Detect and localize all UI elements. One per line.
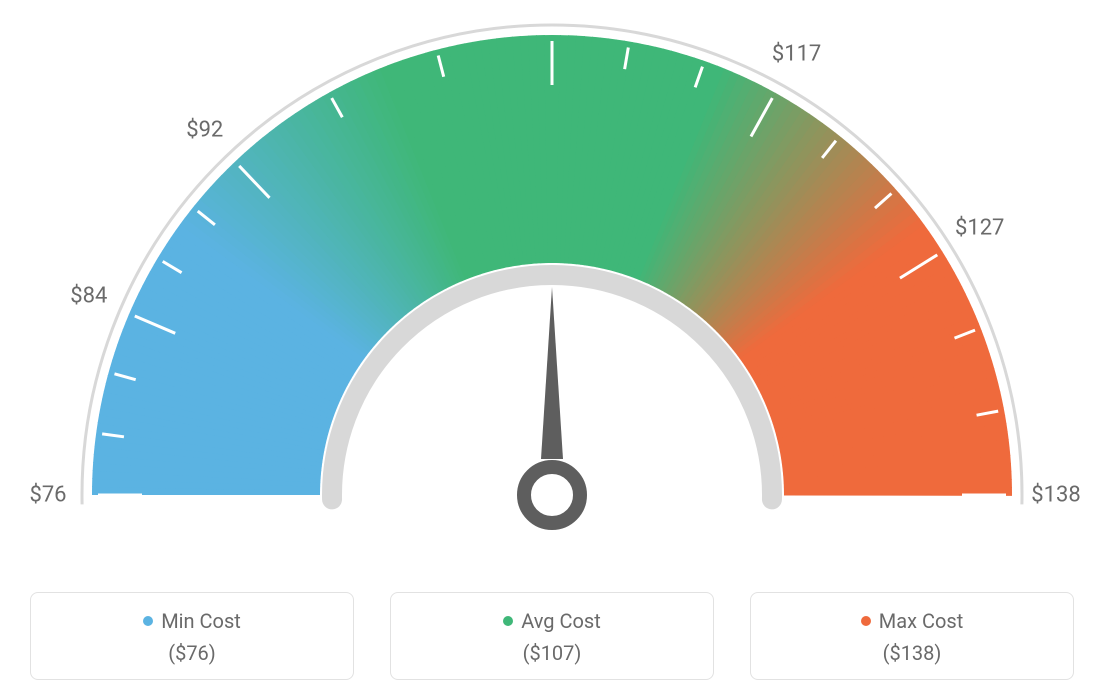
legend-dot-avg: [503, 616, 513, 626]
gauge-chart: $76 $84 $92 $107 $117 $127 $138: [0, 0, 1104, 580]
gauge-tick-label: $138: [1031, 483, 1080, 508]
gauge-tick-label: $127: [955, 216, 1004, 241]
legend-dot-min: [143, 616, 153, 626]
legend-label-avg: Avg Cost: [521, 609, 601, 633]
legend-value-avg: ($107): [391, 641, 713, 665]
legend-label-min: Min Cost: [161, 609, 241, 633]
legend-box-avg: Avg Cost ($107): [390, 592, 714, 680]
legend-value-min: ($76): [31, 641, 353, 665]
legend-box-max: Max Cost ($138): [750, 592, 1074, 680]
legend-row: Min Cost ($76) Avg Cost ($107) Max Cost …: [0, 592, 1104, 680]
gauge-tick-label: $92: [186, 117, 223, 142]
legend-title-max: Max Cost: [861, 609, 964, 633]
legend-title-min: Min Cost: [143, 609, 241, 633]
legend-box-min: Min Cost ($76): [30, 592, 354, 680]
legend-label-max: Max Cost: [879, 609, 964, 633]
gauge-tick-label: $76: [29, 483, 66, 508]
legend-dot-max: [861, 616, 871, 626]
legend-title-avg: Avg Cost: [503, 609, 601, 633]
gauge-tick-label: $107: [527, 0, 576, 4]
legend-value-max: ($138): [751, 641, 1073, 665]
gauge-tick-label: $84: [70, 284, 107, 309]
gauge-tick-label: $117: [772, 42, 821, 67]
gauge-svg: [0, 0, 1104, 580]
